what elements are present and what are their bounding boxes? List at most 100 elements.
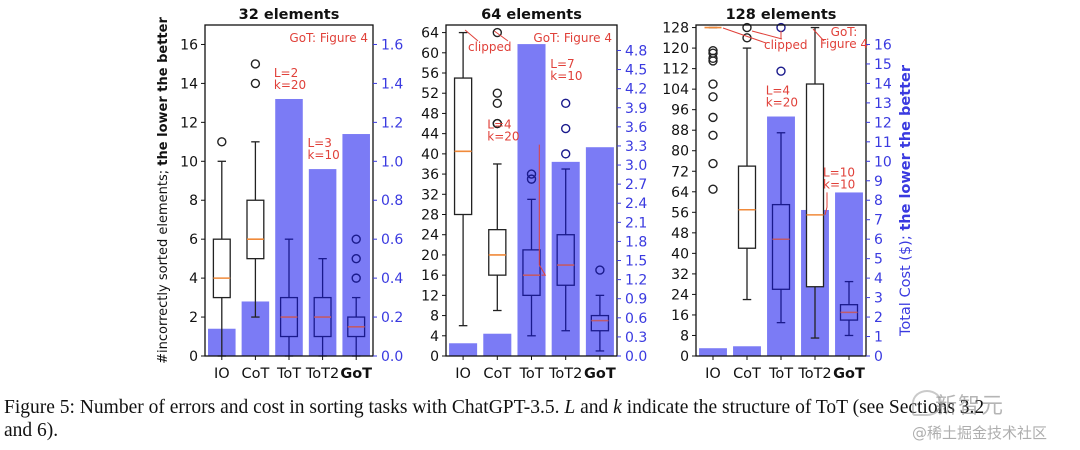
x-tick-label: GoT (833, 366, 865, 382)
y-tick-label: 88 (671, 123, 689, 139)
y2-tick-label: 3.0 (625, 158, 647, 174)
y2-tick-label: 4.5 (625, 63, 647, 79)
caption-text: indicate the structure of ToT (see Secti… (621, 397, 985, 418)
y2-tick-label: 7 (874, 213, 883, 229)
y-tick-label: 8 (430, 309, 439, 325)
y-tick-label: 128 (662, 21, 689, 37)
outlier-point (708, 45, 718, 56)
y2-tick-label: 4.2 (625, 82, 647, 98)
caption-text-line2: and 6). (4, 420, 59, 441)
boxplot-IO (212, 137, 231, 357)
annotation-label: GoT: Figure 4 (533, 31, 612, 45)
y-tick-label: 24 (671, 287, 689, 303)
y-tick-label: 0 (189, 349, 198, 365)
y2-tick-label: 3.9 (625, 101, 647, 117)
y-tick-label: 48 (671, 226, 689, 242)
annotation-connector (751, 30, 783, 40)
x-tick-label: GoT (584, 366, 616, 382)
y-tick-label: 80 (671, 144, 689, 160)
outlier-point (708, 48, 718, 58)
y2-tick-label: 0 (874, 349, 883, 365)
annotation-connector (812, 28, 825, 42)
y2-tick-label: 11 (874, 135, 892, 151)
boxplot-ToT (279, 238, 299, 357)
y-tick-label: 32 (421, 187, 439, 203)
outlier-point (561, 149, 571, 159)
y-tick-label: 60 (421, 46, 439, 62)
y2-tick-label: 0.0 (625, 349, 647, 365)
y2-tick-label: 0.8 (381, 193, 403, 209)
y2-axis-label-bold: the lower the better (898, 64, 914, 231)
cost-bar-CoT (483, 333, 512, 356)
outlier-point (492, 118, 502, 129)
y-tick-label: 12 (421, 288, 439, 304)
y2-tick-label: 1.2 (625, 273, 647, 289)
y-tick-label: 72 (671, 164, 689, 180)
y2-tick-label: 1.4 (381, 76, 403, 92)
box-iqr (737, 165, 757, 249)
y2-tick-label: 0.3 (625, 330, 647, 346)
y2-tick-label: 0.6 (625, 311, 647, 327)
y2-tick-label: 3.3 (625, 139, 647, 155)
y2-tick-label: 1.5 (625, 254, 647, 270)
x-tick-label: GoT (340, 366, 372, 382)
y-tick-label: 8 (680, 328, 689, 344)
caption-k: k (613, 397, 622, 418)
cost-bar-GoT (342, 134, 370, 356)
panel-title: 32 elements (239, 7, 340, 23)
y2-tick-label: 1.8 (625, 234, 647, 250)
panel-title: 128 elements (726, 7, 837, 23)
y-tick-label: 32 (671, 267, 689, 283)
y2-tick-label: 13 (874, 96, 892, 112)
y-tick-label: 2 (189, 310, 198, 326)
outlier-point (561, 123, 571, 134)
outlier-point (526, 174, 537, 184)
boxplot-GoT (839, 280, 859, 337)
annotation-label: clipped (764, 38, 808, 52)
box-iqr (246, 199, 265, 260)
x-tick-label: IO (705, 366, 721, 382)
annotation-label: L=4 (487, 118, 511, 132)
box-iqr (488, 229, 507, 276)
x-tick-label: ToT (518, 366, 543, 382)
y2-tick-label: 14 (874, 76, 892, 92)
box-iqr (771, 203, 791, 290)
y-tick-label: 0 (680, 349, 689, 365)
figure-caption: Figure 5: Number of errors and cost in s… (4, 396, 1074, 442)
y2-tick-label: 3 (874, 291, 883, 307)
annotation-label: L=3 (307, 136, 331, 150)
y-tick-label: 6 (189, 232, 198, 248)
annotation-label: Figure 4 (820, 37, 868, 51)
y-tick-label: 16 (671, 308, 689, 324)
y-tick-label: 16 (421, 268, 439, 284)
annotation-label: k=20 (487, 130, 519, 144)
boxplot-IO (704, 26, 722, 194)
outlier-point (526, 169, 537, 179)
y-tick-label: 40 (421, 147, 439, 163)
y2-tick-label: 3.6 (625, 120, 647, 136)
y2-tick-label: 2.7 (625, 177, 647, 193)
x-tick-label: ToT (276, 366, 301, 382)
y-tick-label: 10 (180, 154, 198, 170)
y2-tick-label: 0.6 (381, 232, 403, 248)
box-iqr (590, 314, 610, 332)
boxplot-ToT (522, 169, 541, 337)
y-tick-label: 12 (180, 115, 198, 131)
y-tick-label: 24 (421, 228, 439, 244)
boxplot-IO (453, 31, 473, 327)
figure-5-chart: 02468101214160.00.20.40.60.81.01.21.41.6… (156, 7, 914, 382)
y2-tick-label: 5 (874, 252, 883, 268)
y-axis-label: #incorrectly sorted elements; the lower … (156, 17, 171, 364)
x-tick-label: CoT (241, 366, 269, 382)
y2-tick-label: 16 (874, 37, 892, 53)
y2-tick-label: 1.6 (381, 37, 403, 53)
annotation-label: k=10 (823, 177, 855, 191)
x-tick-label: ToT (768, 366, 793, 382)
boxplot-CoT (737, 22, 757, 301)
x-tick-label: ToT2 (797, 366, 831, 382)
boxplot-ToT (771, 22, 791, 324)
annotation-label: L=10 (823, 165, 855, 179)
y-axis-label-plain: #incorrectly sorted elements; (156, 166, 171, 364)
boxplot-ToT2 (313, 257, 332, 357)
annotation-label: GoT: Figure 4 (289, 31, 368, 45)
